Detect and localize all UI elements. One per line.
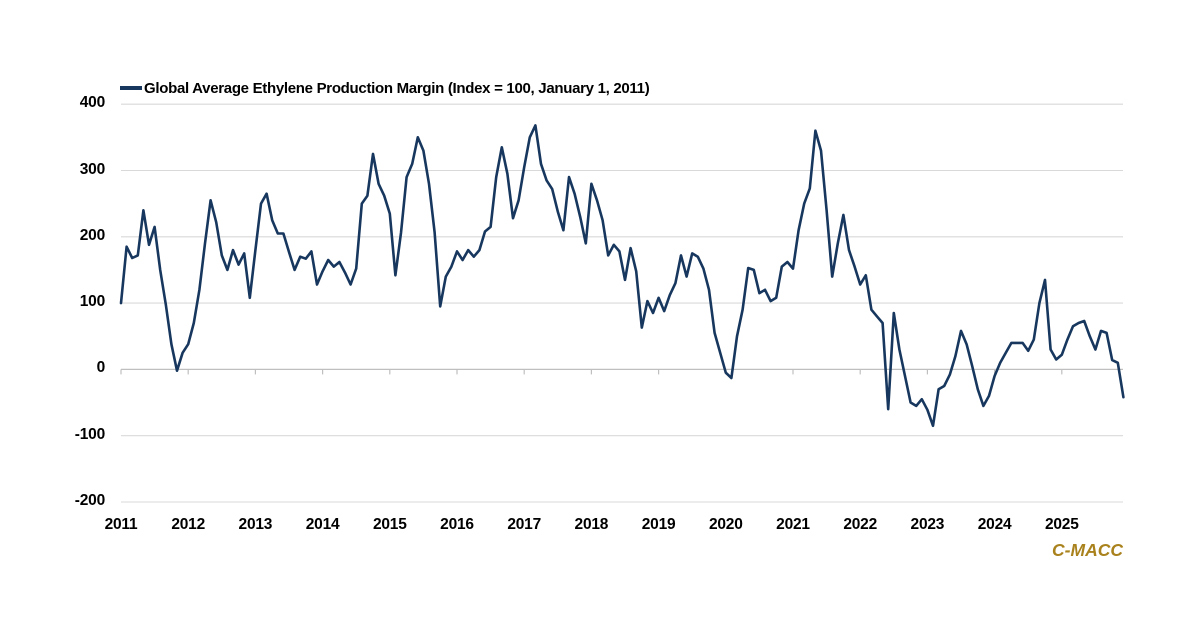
x-axis-label: 2016: [440, 516, 474, 533]
y-axis-label: 0: [96, 359, 106, 377]
chart-legend: Global Average Ethylene Production Margi…: [120, 79, 650, 97]
x-axis-label: 2024: [977, 516, 1012, 533]
legend-label: Global Average Ethylene Production Margi…: [144, 79, 650, 97]
x-axis-label: 2012: [171, 516, 206, 533]
cmacc-watermark: C-MACC: [1052, 540, 1123, 560]
x-axis-label: 2018: [574, 516, 609, 533]
x-axis-label: 2013: [238, 516, 273, 533]
y-axis-label: 400: [79, 94, 105, 112]
y-axis-label: -200: [74, 492, 105, 509]
x-axis-label: 2021: [776, 516, 810, 533]
x-axis-label: 2020: [708, 516, 743, 533]
margin-line-series: [119, 124, 1125, 428]
y-axis-label: 300: [79, 160, 105, 178]
legend-line-swatch: [120, 86, 142, 90]
x-axis-label: 2011: [104, 516, 138, 533]
x-axis-label: 2025: [1044, 516, 1079, 533]
x-axis-label: 2022: [843, 516, 878, 533]
x-axis-label: 2017: [507, 516, 542, 533]
x-axis-label: 2015: [372, 516, 407, 533]
y-axis-label: 100: [79, 293, 105, 311]
y-axis-label: 200: [79, 226, 105, 244]
y-axis-label: -100: [74, 425, 105, 443]
x-axis-label: 2023: [910, 516, 945, 533]
x-axis-label: 2019: [641, 516, 676, 533]
x-axis-label: 2014: [305, 516, 340, 533]
